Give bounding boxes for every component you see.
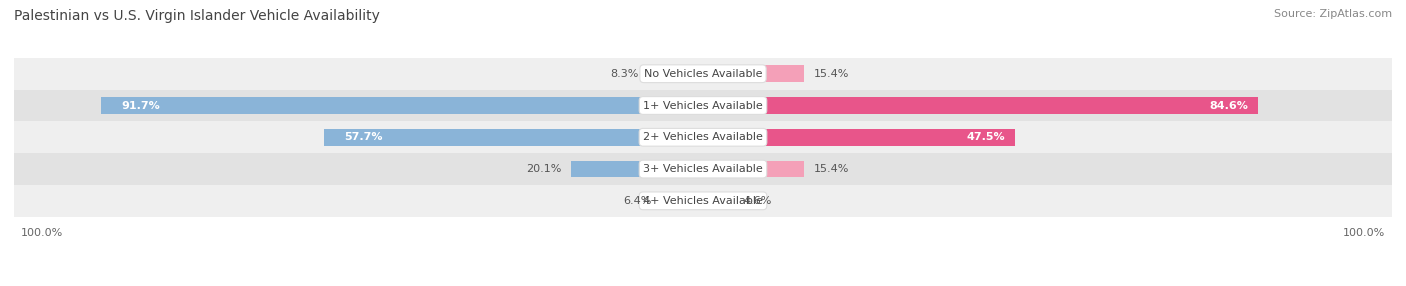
Bar xyxy=(325,129,703,146)
Text: 4+ Vehicles Available: 4+ Vehicles Available xyxy=(643,196,763,206)
Bar xyxy=(703,129,1015,146)
Text: 91.7%: 91.7% xyxy=(121,100,160,110)
Text: 100.0%: 100.0% xyxy=(21,228,63,238)
Text: 15.4%: 15.4% xyxy=(814,69,849,79)
Bar xyxy=(101,97,703,114)
Text: 8.3%: 8.3% xyxy=(610,69,638,79)
Text: 20.1%: 20.1% xyxy=(526,164,561,174)
Bar xyxy=(0,153,1406,185)
Text: 47.5%: 47.5% xyxy=(966,132,1005,142)
Text: Source: ZipAtlas.com: Source: ZipAtlas.com xyxy=(1274,9,1392,19)
Legend: Palestinian, U.S. Virgin Islander: Palestinian, U.S. Virgin Islander xyxy=(575,283,831,286)
Text: 2+ Vehicles Available: 2+ Vehicles Available xyxy=(643,132,763,142)
Bar xyxy=(703,192,733,209)
Text: 84.6%: 84.6% xyxy=(1209,100,1249,110)
Text: 1+ Vehicles Available: 1+ Vehicles Available xyxy=(643,100,763,110)
Bar xyxy=(571,161,703,177)
Text: 57.7%: 57.7% xyxy=(344,132,382,142)
Text: 6.4%: 6.4% xyxy=(623,196,651,206)
Text: 15.4%: 15.4% xyxy=(814,164,849,174)
Bar xyxy=(0,185,1406,217)
Bar xyxy=(0,90,1406,121)
Bar xyxy=(703,161,804,177)
Bar xyxy=(661,192,703,209)
Text: 4.6%: 4.6% xyxy=(742,196,772,206)
Text: 100.0%: 100.0% xyxy=(1343,228,1385,238)
Bar xyxy=(703,97,1258,114)
Text: 3+ Vehicles Available: 3+ Vehicles Available xyxy=(643,164,763,174)
Text: Palestinian vs U.S. Virgin Islander Vehicle Availability: Palestinian vs U.S. Virgin Islander Vehi… xyxy=(14,9,380,23)
Bar xyxy=(703,65,804,82)
Bar xyxy=(648,65,703,82)
Bar xyxy=(0,58,1406,90)
Text: No Vehicles Available: No Vehicles Available xyxy=(644,69,762,79)
Bar xyxy=(0,121,1406,153)
